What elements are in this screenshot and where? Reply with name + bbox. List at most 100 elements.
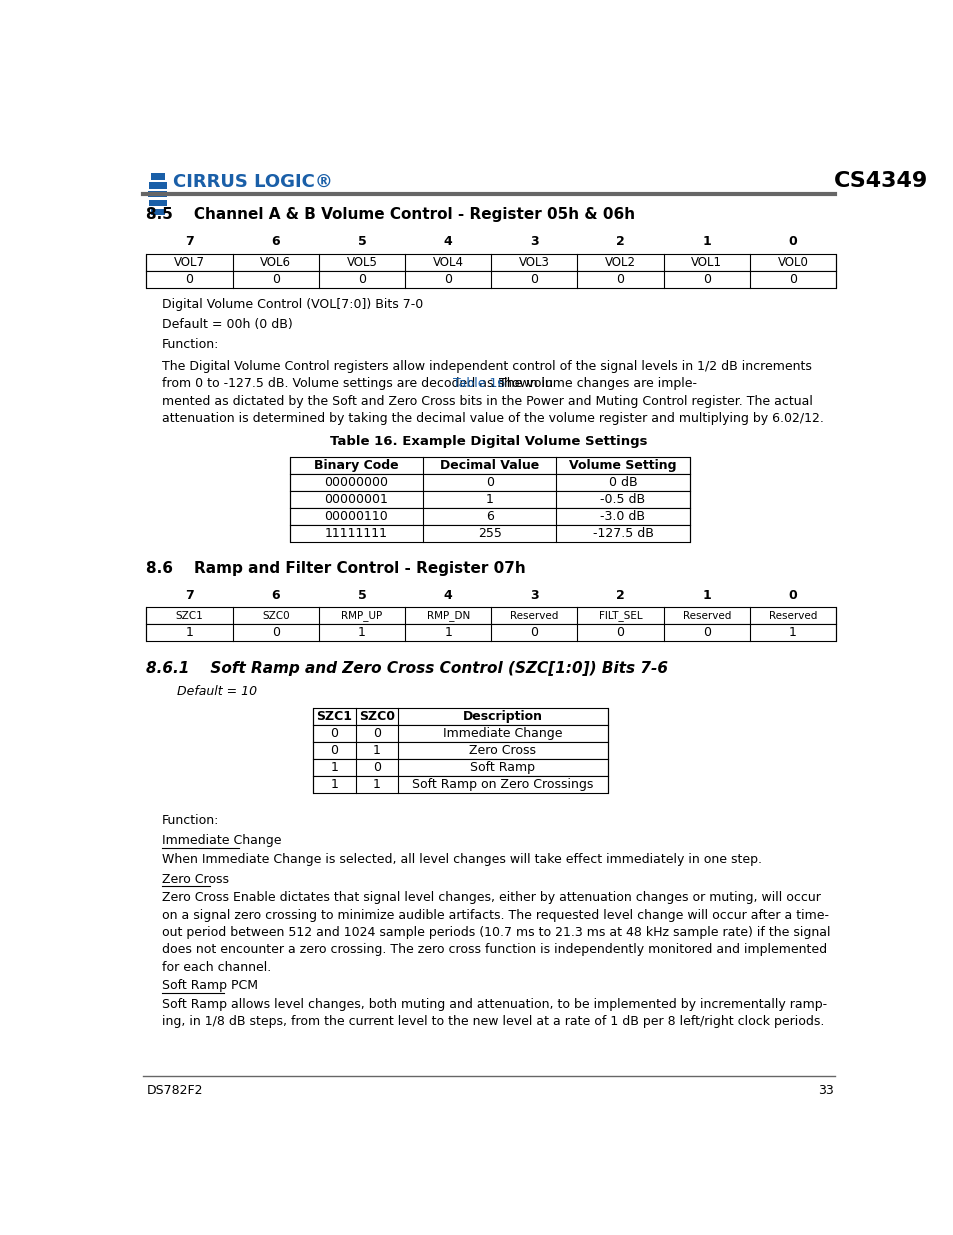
Bar xyxy=(290,457,689,474)
Text: Zero Cross Enable dictates that signal level changes, either by attenuation chan: Zero Cross Enable dictates that signal l… xyxy=(162,892,820,904)
Text: Reserved: Reserved xyxy=(682,610,730,621)
Text: ing, in 1/8 dB steps, from the current level to the new level at a rate of 1 dB : ing, in 1/8 dB steps, from the current l… xyxy=(162,1015,823,1029)
Text: 2: 2 xyxy=(616,235,624,248)
Text: 0: 0 xyxy=(485,475,494,489)
Bar xyxy=(148,191,167,198)
Text: VOL1: VOL1 xyxy=(691,256,721,269)
Bar xyxy=(313,742,607,758)
Text: DS782F2: DS782F2 xyxy=(146,1084,203,1097)
Text: CIRRUS LOGIC®: CIRRUS LOGIC® xyxy=(172,173,333,191)
Text: Volume Setting: Volume Setting xyxy=(569,459,676,472)
Text: 0: 0 xyxy=(616,273,624,285)
Text: Soft Ramp: Soft Ramp xyxy=(470,761,535,774)
Text: 11111111: 11111111 xyxy=(325,526,388,540)
Bar xyxy=(290,490,689,508)
Text: 4: 4 xyxy=(443,589,452,601)
Text: The Digital Volume Control registers allow independent control of the signal lev: The Digital Volume Control registers all… xyxy=(162,359,811,373)
Text: VOL6: VOL6 xyxy=(260,256,291,269)
Text: VOL7: VOL7 xyxy=(173,256,205,269)
Text: 1: 1 xyxy=(373,743,380,757)
Text: Soft Ramp PCM: Soft Ramp PCM xyxy=(162,979,257,993)
Bar xyxy=(313,725,607,742)
Text: Reserved: Reserved xyxy=(510,610,558,621)
Text: 0: 0 xyxy=(444,273,452,285)
Text: RMP_DN: RMP_DN xyxy=(426,610,469,621)
Text: Immediate Change: Immediate Change xyxy=(442,727,562,740)
Text: 00000001: 00000001 xyxy=(324,493,388,506)
Text: 7: 7 xyxy=(185,589,193,601)
Bar xyxy=(313,758,607,776)
Text: Binary Code: Binary Code xyxy=(314,459,398,472)
Bar xyxy=(290,508,689,525)
Text: 8.6    Ramp and Filter Control - Register 07h: 8.6 Ramp and Filter Control - Register 0… xyxy=(146,561,525,576)
Text: 1: 1 xyxy=(357,626,366,638)
Text: Function:: Function: xyxy=(162,814,219,827)
Text: 1: 1 xyxy=(373,778,380,790)
Text: 5: 5 xyxy=(357,235,366,248)
Text: SZC1: SZC1 xyxy=(175,610,203,621)
Text: Default = 00h (0 dB): Default = 00h (0 dB) xyxy=(162,319,293,331)
Text: 33: 33 xyxy=(817,1084,833,1097)
Text: When Immediate Change is selected, all level changes will take effect immediatel: When Immediate Change is selected, all l… xyxy=(162,852,761,866)
Bar xyxy=(151,173,165,180)
Text: from 0 to -127.5 dB. Volume settings are decoded as shown in: from 0 to -127.5 dB. Volume settings are… xyxy=(162,377,557,390)
Text: 6: 6 xyxy=(271,235,280,248)
Text: Reserved: Reserved xyxy=(768,610,817,621)
Text: 1: 1 xyxy=(330,761,338,774)
Bar xyxy=(313,776,607,793)
Bar xyxy=(150,200,167,206)
Text: -3.0 dB: -3.0 dB xyxy=(599,510,645,522)
Text: 0 dB: 0 dB xyxy=(608,475,637,489)
Text: VOL3: VOL3 xyxy=(518,256,549,269)
Text: 1: 1 xyxy=(330,778,338,790)
Text: Table 16: Table 16 xyxy=(452,377,504,390)
Text: SZC0: SZC0 xyxy=(262,610,289,621)
Bar xyxy=(146,270,835,288)
Bar xyxy=(151,209,165,215)
Text: 0: 0 xyxy=(702,626,710,638)
Text: Digital Volume Control (VOL[7:0]) Bits 7-0: Digital Volume Control (VOL[7:0]) Bits 7… xyxy=(162,299,423,311)
Text: RMP_UP: RMP_UP xyxy=(341,610,382,621)
Text: Soft Ramp on Zero Crossings: Soft Ramp on Zero Crossings xyxy=(412,778,593,790)
Text: for each channel.: for each channel. xyxy=(162,961,271,973)
Text: Description: Description xyxy=(462,710,542,722)
Text: -127.5 dB: -127.5 dB xyxy=(592,526,653,540)
Text: 0: 0 xyxy=(357,273,366,285)
Text: 1: 1 xyxy=(788,626,796,638)
Text: 1: 1 xyxy=(485,493,493,506)
Text: 0: 0 xyxy=(788,235,797,248)
Text: SZC0: SZC0 xyxy=(358,710,395,722)
Text: 7: 7 xyxy=(185,235,193,248)
Text: 3: 3 xyxy=(530,589,538,601)
Text: 00000110: 00000110 xyxy=(324,510,388,522)
Text: Table 16. Example Digital Volume Settings: Table 16. Example Digital Volume Setting… xyxy=(330,436,647,448)
Text: 00000000: 00000000 xyxy=(324,475,388,489)
Bar xyxy=(146,624,835,641)
Text: Default = 10: Default = 10 xyxy=(177,685,257,698)
Text: Decimal Value: Decimal Value xyxy=(439,459,538,472)
Text: 6: 6 xyxy=(485,510,493,522)
Text: 1: 1 xyxy=(444,626,452,638)
Text: -0.5 dB: -0.5 dB xyxy=(599,493,645,506)
Text: SZC1: SZC1 xyxy=(316,710,352,722)
Text: Soft Ramp allows level changes, both muting and attenuation, to be implemented b: Soft Ramp allows level changes, both mut… xyxy=(162,998,826,1011)
Text: 0: 0 xyxy=(185,273,193,285)
Text: 6: 6 xyxy=(271,589,280,601)
Text: 8.6.1    Soft Ramp and Zero Cross Control (SZC[1:0]) Bits 7-6: 8.6.1 Soft Ramp and Zero Cross Control (… xyxy=(146,661,668,676)
Bar xyxy=(150,182,167,189)
Text: 0: 0 xyxy=(373,761,380,774)
Text: VOL5: VOL5 xyxy=(346,256,377,269)
Text: Function:: Function: xyxy=(162,338,219,352)
Text: 5: 5 xyxy=(357,589,366,601)
Text: VOL2: VOL2 xyxy=(604,256,636,269)
Text: 0: 0 xyxy=(330,743,338,757)
Text: Zero Cross: Zero Cross xyxy=(469,743,536,757)
Text: 3: 3 xyxy=(530,235,538,248)
Text: FILT_SEL: FILT_SEL xyxy=(598,610,641,621)
Text: 0: 0 xyxy=(272,273,279,285)
Text: 0: 0 xyxy=(702,273,710,285)
Text: mented as dictated by the Soft and Zero Cross bits in the Power and Muting Contr: mented as dictated by the Soft and Zero … xyxy=(162,395,812,408)
Text: 0: 0 xyxy=(272,626,279,638)
Bar xyxy=(290,525,689,542)
Text: Immediate Change: Immediate Change xyxy=(162,835,281,847)
